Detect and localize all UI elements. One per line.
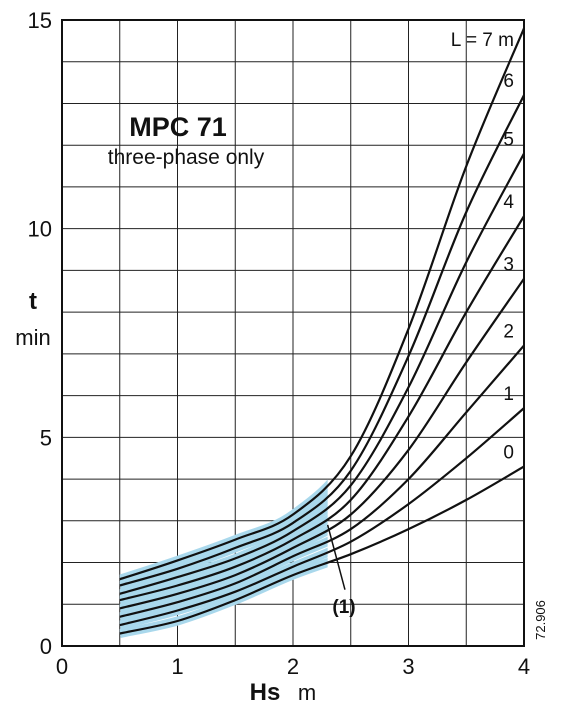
grid bbox=[62, 20, 524, 646]
curve-1 bbox=[119, 407, 524, 627]
curve-l-7-m bbox=[119, 27, 524, 581]
x-tick-label: 1 bbox=[171, 654, 183, 679]
x-tick-label: 3 bbox=[402, 654, 414, 679]
curve-4 bbox=[119, 215, 524, 602]
note-label: (1) bbox=[332, 597, 355, 618]
y-tick-labels: 0 5 10 15 bbox=[28, 8, 52, 659]
curve-label: 1 bbox=[503, 384, 514, 405]
figure-reference: 72.906 bbox=[533, 600, 548, 640]
x-tick-label: 2 bbox=[287, 654, 299, 679]
x-tick-label: 4 bbox=[518, 654, 530, 679]
y-axis-unit: min bbox=[15, 325, 50, 350]
x-tick-label: 0 bbox=[56, 654, 68, 679]
y-tick-label: 5 bbox=[40, 425, 52, 450]
curve-label: 2 bbox=[503, 322, 514, 343]
x-tick-labels: 0 1 2 3 4 bbox=[56, 654, 530, 679]
plot-frame bbox=[61, 19, 525, 647]
chart-title: MPC 71 bbox=[129, 112, 227, 142]
curve-0 bbox=[119, 465, 524, 635]
curve-3 bbox=[119, 278, 524, 610]
curve-label: 5 bbox=[503, 130, 514, 151]
curve-label: 3 bbox=[503, 255, 514, 276]
y-tick-label: 10 bbox=[28, 217, 52, 242]
curve-label: 0 bbox=[503, 443, 514, 464]
y-tick-label: 15 bbox=[28, 8, 52, 33]
y-tick-label: 0 bbox=[40, 634, 52, 659]
note-leader-line bbox=[326, 524, 346, 590]
curve-label: 4 bbox=[503, 192, 514, 213]
chart-subtitle: three-phase only bbox=[108, 146, 265, 169]
x-axis-label: Hs bbox=[250, 679, 281, 706]
curve-2 bbox=[119, 344, 524, 618]
shade-band bbox=[119, 479, 328, 584]
x-axis-unit: m bbox=[298, 680, 316, 705]
curves bbox=[119, 27, 524, 635]
curve-label: 6 bbox=[503, 71, 514, 92]
curve-6 bbox=[119, 94, 524, 587]
curve-label: L = 7 m bbox=[451, 30, 514, 51]
curve-5 bbox=[119, 152, 524, 595]
y-axis-label: t bbox=[29, 288, 37, 315]
curve-labels: 0 1 2 3 4 5 6 L = 7 m bbox=[451, 30, 515, 464]
